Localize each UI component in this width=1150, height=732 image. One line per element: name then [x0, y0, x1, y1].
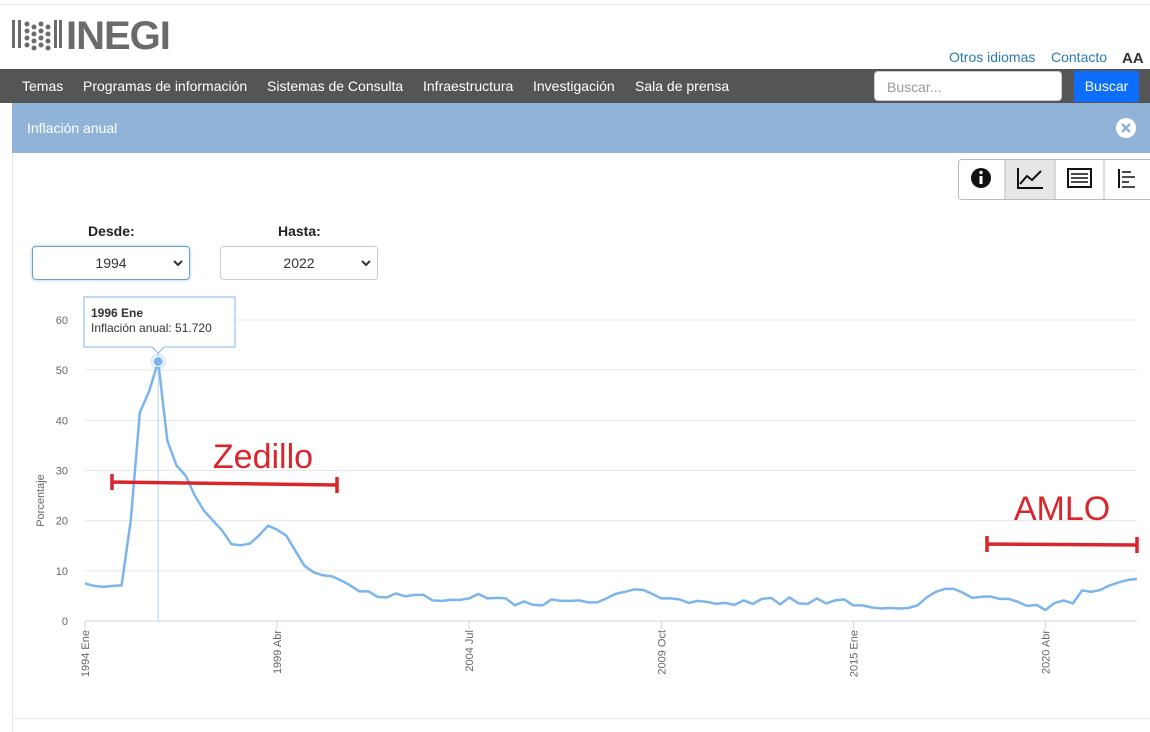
nav-item[interactable]: Temas: [22, 78, 64, 94]
logo-icon: [12, 20, 62, 51]
x-tick-label: 2020 Abr: [1041, 630, 1053, 674]
from-label: Desde:: [88, 223, 135, 239]
tooltip-title: 1996 Ene: [91, 306, 143, 320]
chevron: [361, 260, 371, 267]
tab-list[interactable]: [1118, 169, 1135, 188]
y-tick-label: 30: [56, 466, 68, 478]
nav-item[interactable]: Sistemas de Consulta: [267, 78, 404, 94]
annotation-span: [110, 474, 339, 493]
annotation: Zedillo: [213, 438, 313, 476]
tab-info[interactable]: [971, 168, 991, 188]
hover-point: [152, 356, 164, 368]
search-input[interactable]: Buscar...: [874, 71, 1062, 101]
x-tick-label: 2015 Ene: [848, 630, 860, 677]
annotation-span: [985, 536, 1139, 553]
close-button[interactable]: [1115, 117, 1137, 139]
y-tick-label: 20: [56, 516, 68, 528]
logo[interactable]: INEGI: [66, 14, 171, 58]
tooltip-text: Inflación anual: 51.720: [91, 321, 212, 335]
x-tick-label: 2009 Oct: [656, 630, 668, 675]
nav-item[interactable]: Sala de prensa: [635, 78, 730, 94]
tab-chart-icon[interactable]: [1017, 168, 1043, 189]
link[interactable]: Otros idiomas: [949, 49, 1036, 65]
annotation: AMLO: [1014, 490, 1110, 528]
link[interactable]: Contacto: [1051, 49, 1108, 65]
x-tick-label: 1999 Abr: [272, 630, 284, 674]
to-label: Hasta:: [278, 223, 321, 239]
y-tick-label: 40: [56, 415, 68, 427]
x-tick-label: 1994 Ene: [80, 630, 92, 677]
nav-item[interactable]: Programas de información: [83, 78, 248, 94]
chevron: [173, 260, 183, 267]
panel-border: [12, 718, 1150, 719]
nav-item[interactable]: Infraestructura: [423, 78, 514, 94]
to-select[interactable]: 2022: [220, 246, 378, 280]
panel-border: [12, 153, 13, 732]
y-tick-label: 50: [56, 365, 68, 377]
top-border: [0, 4, 1150, 5]
y-tick-label: 0: [62, 616, 68, 628]
y-tick-label: 60: [56, 315, 68, 327]
panel-header: [12, 103, 1150, 153]
y-tick-label: 10: [56, 566, 68, 578]
nav-item[interactable]: Investigación: [533, 78, 615, 94]
x-tick-label: 2004 Jul: [464, 630, 476, 672]
y-axis-title: Porcentaje: [35, 474, 47, 527]
panel-title: Inflación anual: [27, 120, 118, 136]
tab-table[interactable]: [1067, 168, 1092, 188]
font-size-toggle[interactable]: AA: [1122, 50, 1144, 67]
tooltip-box: [83, 296, 236, 354]
search-button[interactable]: Buscar: [1074, 71, 1139, 102]
view-tabs: [958, 159, 1150, 200]
series-line: [84, 360, 1138, 612]
from-select[interactable]: 1994: [32, 246, 190, 280]
